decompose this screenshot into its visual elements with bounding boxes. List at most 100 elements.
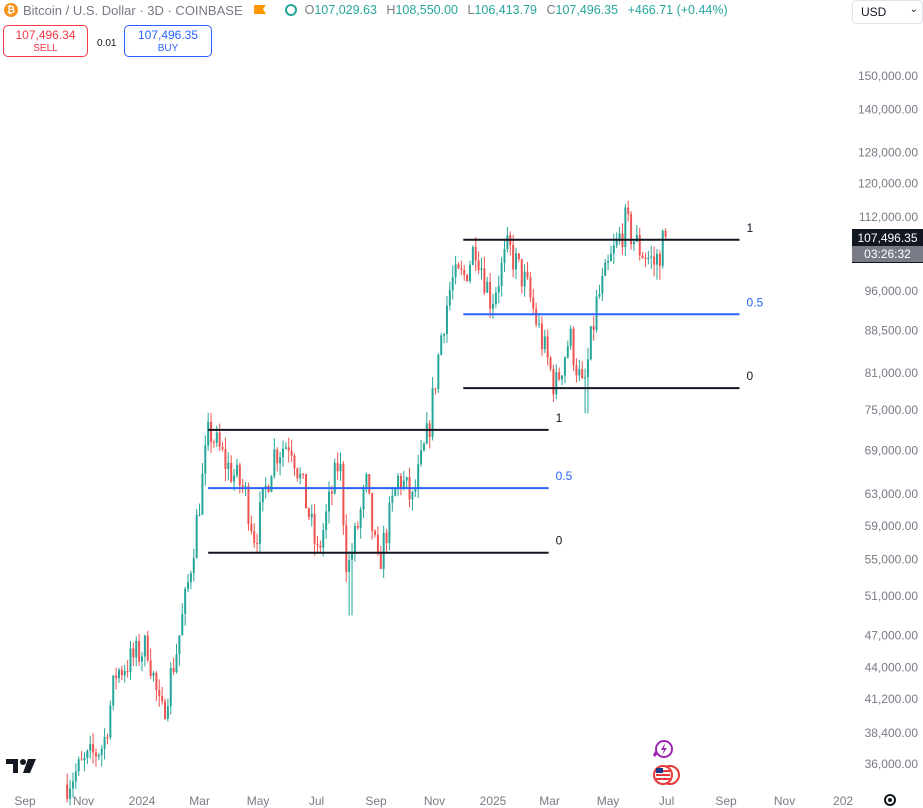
candle-body <box>368 474 371 494</box>
candle-body <box>414 489 417 492</box>
candle-body <box>448 290 451 306</box>
price-tick-label: 120,000.00 <box>858 177 918 191</box>
candle-body <box>379 553 382 569</box>
candle-body <box>123 671 126 676</box>
price-axis: 150,000.00 140,000.00 128,000.00 120,000.00… <box>858 69 918 771</box>
currency-value: USD <box>861 5 887 19</box>
candle-body <box>172 667 175 673</box>
candle-body <box>307 508 310 518</box>
buy-button[interactable]: 107,496.35 BUY <box>124 25 212 57</box>
high-value: 108,550.00 <box>395 3 458 17</box>
sell-button[interactable]: 107,496.34 SELL <box>3 25 88 57</box>
candle-body <box>563 357 566 376</box>
candle-body <box>74 771 77 782</box>
candle-body <box>97 754 100 757</box>
candle-body <box>290 450 293 456</box>
candle-body <box>319 545 322 548</box>
candle-body <box>422 443 425 451</box>
candle-body <box>166 706 169 719</box>
settings-gear-icon[interactable] <box>884 794 896 806</box>
candle-body <box>146 635 149 661</box>
candle-body <box>293 455 296 469</box>
candle-body <box>515 253 518 270</box>
candle-body <box>149 660 152 677</box>
candle-body <box>69 788 72 799</box>
candle-body <box>595 296 598 330</box>
candle-body <box>561 375 564 380</box>
chevron-down-icon: ⌄ <box>909 4 918 15</box>
time-tick-label: 2025 <box>480 794 507 808</box>
candle-body <box>328 491 331 512</box>
flash-icon[interactable] <box>650 740 674 760</box>
candle-body <box>425 423 428 444</box>
candle-body <box>471 246 474 265</box>
currency-select[interactable]: USD ⌄ <box>852 0 923 24</box>
candle-body <box>517 253 520 260</box>
candle-body <box>405 477 408 481</box>
candle-body <box>83 757 86 760</box>
candle-body <box>653 256 656 265</box>
candle-body <box>184 588 187 615</box>
candle-body <box>555 372 558 395</box>
flag-icon[interactable] <box>253 4 267 16</box>
candle-body <box>264 485 267 488</box>
price-tick-label: 51,000.00 <box>865 589 919 603</box>
time-tick-label: Sep <box>14 794 36 808</box>
candle-body <box>624 207 627 247</box>
candle-body <box>218 432 221 447</box>
time-axis: Sep Nov 2024 Mar May Jul Sep Nov 2025 Mar May Jul Se… <box>14 794 853 808</box>
candle-body <box>598 293 601 297</box>
candle-body <box>546 336 549 358</box>
candle-body <box>189 573 192 583</box>
candle-body <box>138 641 141 662</box>
chart-header: ₿ Bitcoin / U.S. Dollar · 3D · COINBASE … <box>0 0 850 20</box>
last-price-value: 107,496.35 <box>857 231 918 245</box>
candle-body <box>604 262 607 276</box>
time-tick-label: Nov <box>73 794 94 808</box>
tradingview-logo[interactable] <box>6 757 38 781</box>
time-tick-label: Nov <box>774 794 795 808</box>
fib-level-label: 0.5 <box>746 295 763 309</box>
fib-level-label: 0 <box>556 534 563 548</box>
candle-body <box>612 245 615 254</box>
candle-body <box>221 446 224 450</box>
candle-body <box>589 326 592 360</box>
price-tick-label: 88,500.00 <box>865 323 919 337</box>
price-tick-label: 36,000.00 <box>865 757 919 771</box>
candle-body <box>336 462 339 472</box>
price-tick-label: 140,000.00 <box>858 102 918 116</box>
time-tick-label: 202 <box>833 794 853 808</box>
time-tick-label: Nov <box>424 794 445 808</box>
candle-body <box>466 274 469 282</box>
candle-body <box>601 275 604 294</box>
candle-body <box>117 669 120 679</box>
candle-body <box>215 432 218 443</box>
candle-body <box>581 369 584 378</box>
candle-body <box>281 448 284 458</box>
last-price-badge: 107,496.35 03:26:32 <box>852 229 923 263</box>
candle-body <box>250 524 253 531</box>
candle-body <box>391 495 394 503</box>
candle-body <box>92 744 95 753</box>
candle-body <box>615 239 618 246</box>
candle-body <box>371 493 374 532</box>
candle-body <box>313 513 316 544</box>
us-flag-icon[interactable] <box>652 764 682 786</box>
candle-body <box>376 534 379 554</box>
candle-body <box>437 354 440 390</box>
candle-body <box>310 513 313 518</box>
candle-body <box>431 388 434 438</box>
candle-body <box>345 525 348 573</box>
candle-body <box>480 268 483 270</box>
time-tick-label: Jul <box>309 794 324 808</box>
candle-body <box>443 333 446 336</box>
candle-body <box>374 531 377 535</box>
candle-body <box>658 253 661 266</box>
price-tick-label: 96,000.00 <box>865 284 919 298</box>
candle-body <box>445 305 448 334</box>
price-tick-label: 59,000.00 <box>865 519 919 533</box>
price-tick-label: 44,000.00 <box>865 660 919 674</box>
candle-body <box>71 781 74 789</box>
symbol-title[interactable]: Bitcoin / U.S. Dollar · 3D · COINBASE <box>23 2 243 18</box>
